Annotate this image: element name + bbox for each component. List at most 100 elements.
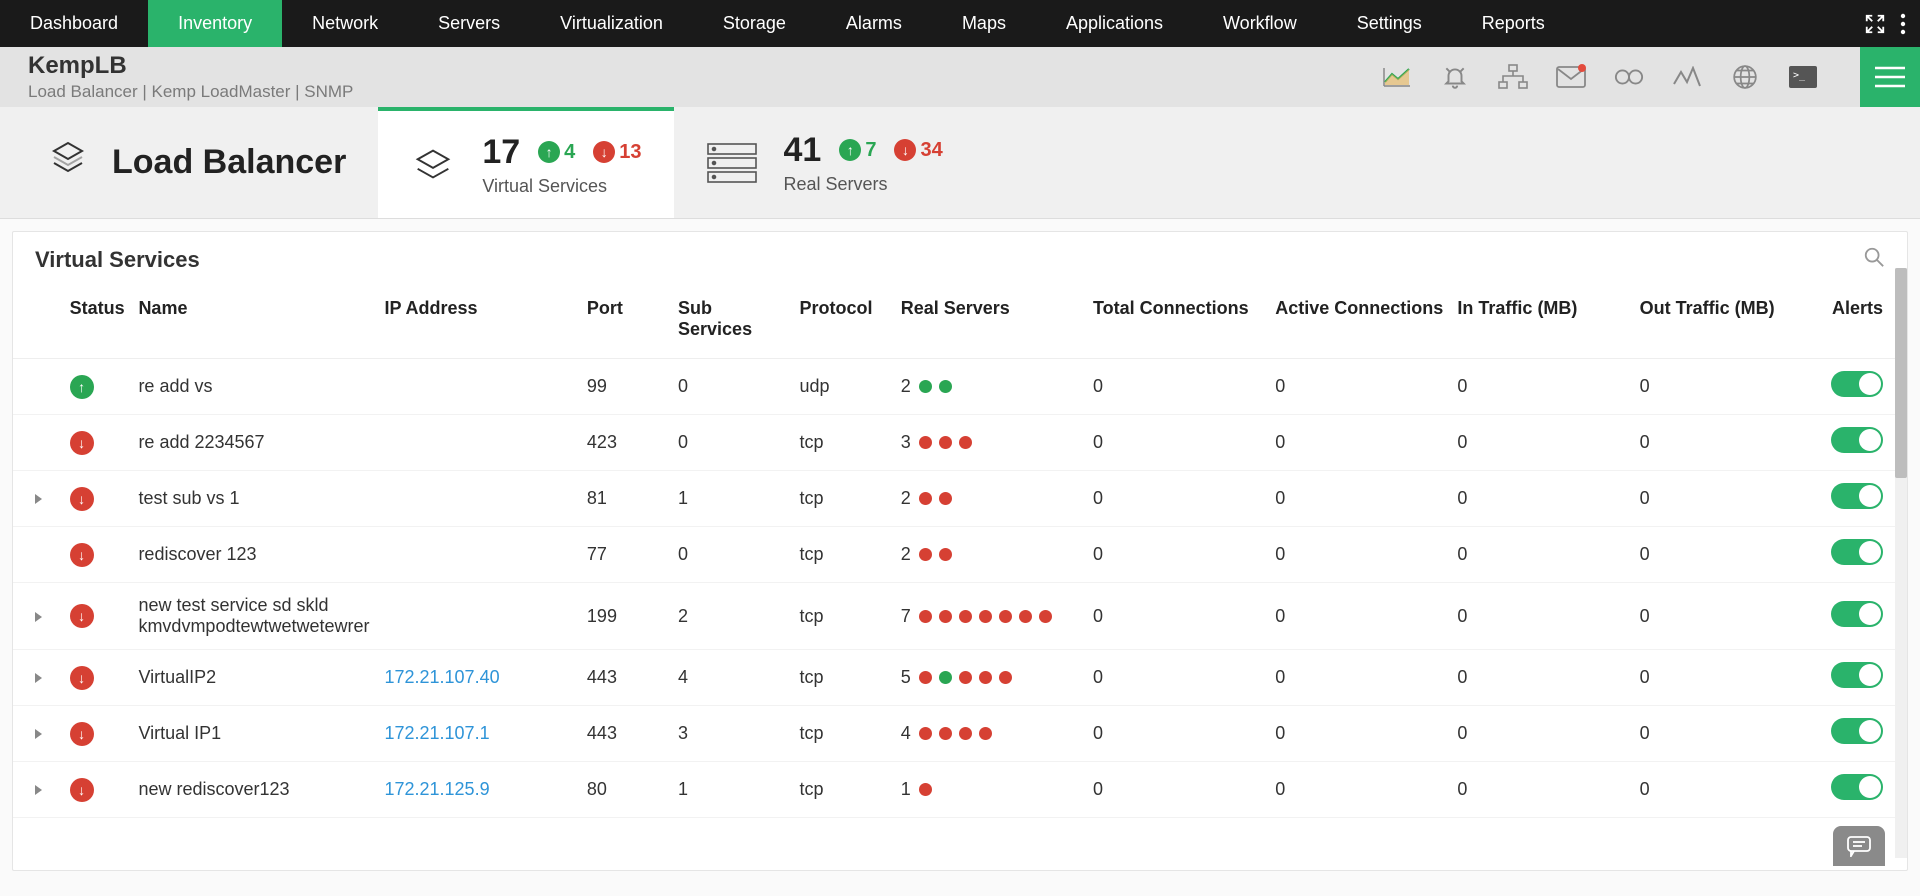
alert-toggle[interactable] [1831,371,1883,397]
chart-area-icon[interactable] [1382,62,1412,92]
rs-down-pill: ↓34 [894,139,942,162]
nav-item-applications[interactable]: Applications [1036,0,1193,47]
top-nav: DashboardInventoryNetworkServersVirtuali… [0,0,1920,47]
cell-number: 0 [1634,583,1816,650]
expand-icon[interactable] [35,729,42,739]
cell-sub: 4 [672,650,793,706]
scrollbar-thumb[interactable] [1895,268,1907,478]
cell-ip [378,359,580,415]
status-icon: ↓ [70,487,94,511]
column-header[interactable]: Alerts [1816,288,1907,359]
cell-number: 0 [1087,706,1269,762]
server-status-dot [939,548,952,561]
ip-link[interactable]: 172.21.107.1 [384,723,489,743]
alert-toggle[interactable] [1831,601,1883,627]
device-title: KempLB [28,52,353,80]
column-header[interactable]: Port [581,288,672,359]
collapse-icon[interactable] [1864,13,1886,35]
table-row: ↓re add 22345674230tcp30000 [13,415,1907,471]
layers-icon [410,142,456,188]
cell-real-servers: 4 [895,706,1087,762]
activity-icon[interactable] [1672,62,1702,92]
cell-port: 199 [581,583,672,650]
cell-real-servers: 7 [895,583,1087,650]
table-row: ↓Virtual IP1172.21.107.14433tcp40000 [13,706,1907,762]
terminal-icon[interactable]: >_ [1788,62,1818,92]
nav-item-alarms[interactable]: Alarms [816,0,932,47]
menu-hamburger-button[interactable] [1860,47,1920,107]
cell-name: new rediscover123 [132,762,378,818]
cell-number: 0 [1451,583,1633,650]
cell-real-servers: 2 [895,471,1087,527]
server-status-dot [919,548,932,561]
kebab-menu-icon[interactable] [1900,13,1906,35]
cell-number: 0 [1269,706,1451,762]
ip-link[interactable]: 172.21.107.40 [384,667,499,687]
nav-item-maps[interactable]: Maps [932,0,1036,47]
nav-item-virtualization[interactable]: Virtualization [530,0,693,47]
column-header[interactable]: Out Traffic (MB) [1634,288,1816,359]
virtual-services-table: StatusNameIP AddressPortSub ServicesProt… [13,288,1907,818]
nav-item-dashboard[interactable]: Dashboard [0,0,148,47]
cell-real-servers: 2 [895,527,1087,583]
server-status-dot [919,610,932,623]
cell-number: 0 [1451,415,1633,471]
cell-ip [378,527,580,583]
cell-sub: 1 [672,471,793,527]
tab-real-servers[interactable]: 41 ↑7 ↓34 Real Servers [674,107,975,218]
column-header[interactable]: Status [64,288,133,359]
ip-link[interactable]: 172.21.125.9 [384,779,489,799]
alert-toggle[interactable] [1831,718,1883,744]
cell-number: 0 [1087,471,1269,527]
search-icon[interactable] [1863,246,1885,274]
server-status-dot [999,610,1012,623]
cell-number: 0 [1634,359,1816,415]
column-header[interactable]: Real Servers [895,288,1087,359]
expand-icon[interactable] [35,612,42,622]
expand-icon[interactable] [35,785,42,795]
vs-up-pill: ↑4 [538,141,575,164]
nav-item-network[interactable]: Network [282,0,408,47]
cell-ip: 172.21.125.9 [378,762,580,818]
column-header[interactable]: Total Connections [1087,288,1269,359]
alert-toggle[interactable] [1831,662,1883,688]
column-header[interactable]: Active Connections [1269,288,1451,359]
chat-icon[interactable] [1833,826,1885,866]
summary-tabs: Load Balancer 17 ↑4 ↓13 Virtual Services [0,107,1920,219]
column-header[interactable]: Protocol [793,288,894,359]
nav-item-settings[interactable]: Settings [1327,0,1452,47]
expand-icon[interactable] [35,673,42,683]
topology-icon[interactable] [1498,62,1528,92]
cell-number: 0 [1087,415,1269,471]
mail-icon[interactable] [1556,62,1586,92]
alert-toggle[interactable] [1831,427,1883,453]
cell-number: 0 [1087,583,1269,650]
server-status-dot [959,727,972,740]
nav-item-storage[interactable]: Storage [693,0,816,47]
bell-icon[interactable] [1440,62,1470,92]
column-header[interactable]: Sub Services [672,288,793,359]
table-row: ↓test sub vs 1811tcp20000 [13,471,1907,527]
cell-number: 0 [1451,762,1633,818]
nav-item-workflow[interactable]: Workflow [1193,0,1327,47]
column-header[interactable]: IP Address [378,288,580,359]
nav-item-inventory[interactable]: Inventory [148,0,282,47]
loop-icon[interactable] [1614,62,1644,92]
cell-sub: 3 [672,706,793,762]
cell-number: 0 [1634,415,1816,471]
cell-number: 0 [1087,527,1269,583]
nav-item-servers[interactable]: Servers [408,0,530,47]
alert-toggle[interactable] [1831,774,1883,800]
column-header[interactable]: In Traffic (MB) [1451,288,1633,359]
status-icon: ↓ [70,722,94,746]
alert-toggle[interactable] [1831,483,1883,509]
tab-virtual-services[interactable]: 17 ↑4 ↓13 Virtual Services [378,107,673,218]
table-title: Virtual Services [35,247,200,273]
globe-icon[interactable] [1730,62,1760,92]
expand-icon[interactable] [35,494,42,504]
cell-number: 0 [1451,471,1633,527]
alert-toggle[interactable] [1831,539,1883,565]
nav-item-reports[interactable]: Reports [1452,0,1575,47]
server-status-dot [959,610,972,623]
column-header[interactable]: Name [132,288,378,359]
